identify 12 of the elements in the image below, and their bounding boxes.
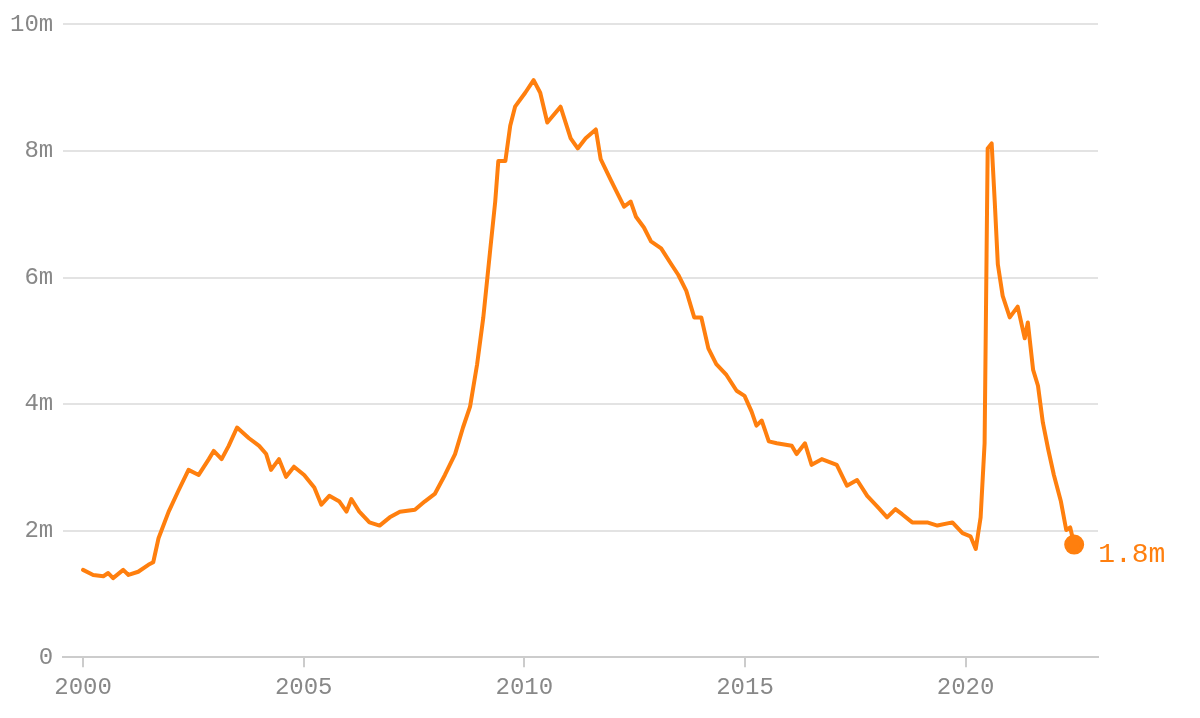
y-tick-label: 4m [24, 390, 54, 418]
y-tick-label: 6m [24, 263, 54, 291]
y-tick-label: 0 [38, 643, 54, 671]
x-tick-label: 2005 [274, 673, 333, 701]
x-tick-label: 2020 [936, 673, 995, 701]
x-tick-label: 2015 [716, 673, 774, 701]
x-tick-label: 2010 [495, 673, 554, 701]
y-tick-label: 2m [24, 517, 54, 544]
y-tick-label: 10m [9, 10, 54, 38]
x-tick-label: 2000 [54, 673, 112, 701]
data-label: 1.8m [1098, 538, 1166, 570]
y-tick-label: 8m [24, 137, 54, 165]
